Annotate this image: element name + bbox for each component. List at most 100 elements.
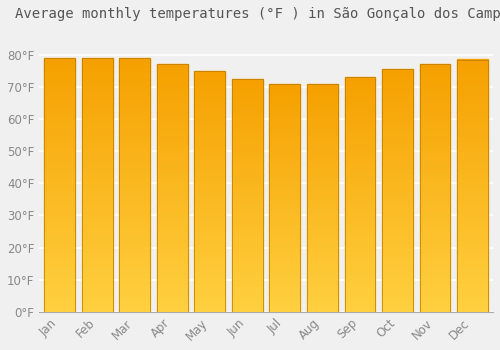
Bar bbox=[457, 174, 488, 176]
Bar bbox=[270, 230, 300, 231]
Bar bbox=[307, 159, 338, 160]
Bar bbox=[82, 88, 112, 90]
Bar bbox=[307, 94, 338, 95]
Bar bbox=[232, 96, 262, 98]
Bar bbox=[457, 259, 488, 260]
Bar bbox=[120, 300, 150, 302]
Bar bbox=[120, 74, 150, 76]
Bar bbox=[270, 293, 300, 295]
Bar bbox=[307, 179, 338, 181]
Bar bbox=[344, 226, 376, 228]
Bar bbox=[307, 211, 338, 212]
Bar bbox=[420, 178, 450, 180]
Bar bbox=[457, 298, 488, 299]
Bar bbox=[382, 191, 413, 193]
Bar bbox=[307, 199, 338, 200]
Bar bbox=[157, 77, 188, 78]
Bar bbox=[307, 104, 338, 105]
Bar bbox=[344, 109, 376, 110]
Bar bbox=[82, 119, 112, 120]
Bar bbox=[44, 289, 75, 290]
Bar bbox=[82, 246, 112, 247]
Bar bbox=[44, 64, 75, 65]
Bar bbox=[420, 256, 450, 257]
Bar bbox=[82, 65, 112, 67]
Bar bbox=[120, 200, 150, 201]
Bar bbox=[457, 248, 488, 250]
Bar bbox=[420, 102, 450, 103]
Bar bbox=[120, 122, 150, 124]
Bar bbox=[120, 206, 150, 208]
Bar bbox=[157, 156, 188, 157]
Bar bbox=[307, 133, 338, 134]
Bar bbox=[270, 142, 300, 143]
Bar bbox=[157, 273, 188, 275]
Bar bbox=[420, 244, 450, 245]
Bar bbox=[344, 295, 376, 296]
Bar bbox=[307, 288, 338, 289]
Bar bbox=[232, 236, 262, 237]
Bar bbox=[344, 273, 376, 274]
Bar bbox=[44, 87, 75, 89]
Bar bbox=[382, 170, 413, 171]
Bar bbox=[157, 237, 188, 239]
Bar bbox=[382, 126, 413, 127]
Bar bbox=[420, 299, 450, 301]
Bar bbox=[457, 223, 488, 225]
Bar bbox=[344, 205, 376, 206]
Bar bbox=[457, 273, 488, 274]
Bar bbox=[307, 128, 338, 129]
Bar bbox=[420, 273, 450, 275]
Bar bbox=[120, 88, 150, 90]
Bar bbox=[232, 217, 262, 219]
Bar bbox=[270, 84, 300, 312]
Bar bbox=[457, 247, 488, 249]
Bar bbox=[344, 292, 376, 293]
Bar bbox=[344, 190, 376, 191]
Bar bbox=[194, 83, 225, 84]
Bar bbox=[270, 288, 300, 289]
Bar bbox=[420, 79, 450, 81]
Bar bbox=[44, 189, 75, 190]
Bar bbox=[307, 121, 338, 122]
Bar bbox=[307, 291, 338, 292]
Bar bbox=[420, 278, 450, 280]
Bar bbox=[120, 289, 150, 290]
Bar bbox=[270, 127, 300, 128]
Bar bbox=[270, 137, 300, 138]
Bar bbox=[382, 199, 413, 200]
Bar bbox=[157, 286, 188, 287]
Bar bbox=[307, 264, 338, 265]
Bar bbox=[457, 144, 488, 145]
Bar bbox=[307, 253, 338, 255]
Bar bbox=[270, 248, 300, 249]
Bar bbox=[157, 65, 188, 67]
Bar bbox=[194, 113, 225, 114]
Bar bbox=[194, 296, 225, 297]
Bar bbox=[120, 116, 150, 118]
Bar bbox=[82, 86, 112, 87]
Bar bbox=[307, 117, 338, 118]
Bar bbox=[82, 271, 112, 272]
Bar bbox=[232, 83, 262, 85]
Bar bbox=[157, 184, 188, 186]
Bar bbox=[457, 203, 488, 205]
Bar bbox=[307, 95, 338, 96]
Bar bbox=[44, 77, 75, 78]
Bar bbox=[120, 65, 150, 67]
Bar bbox=[382, 275, 413, 276]
Bar bbox=[382, 71, 413, 73]
Bar bbox=[157, 206, 188, 208]
Bar bbox=[270, 177, 300, 178]
Bar bbox=[457, 158, 488, 159]
Bar bbox=[420, 142, 450, 144]
Bar bbox=[420, 193, 450, 194]
Bar bbox=[344, 79, 376, 81]
Bar bbox=[82, 58, 112, 312]
Bar bbox=[420, 215, 450, 217]
Bar bbox=[44, 285, 75, 286]
Bar bbox=[457, 192, 488, 193]
Bar bbox=[44, 139, 75, 140]
Bar bbox=[44, 83, 75, 85]
Bar bbox=[270, 223, 300, 224]
